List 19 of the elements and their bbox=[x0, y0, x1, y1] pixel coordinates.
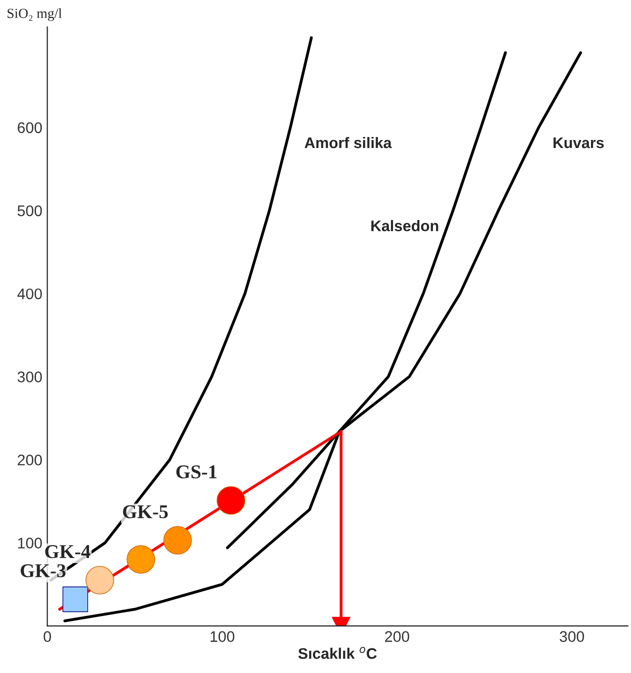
x-tick-label: 100 bbox=[210, 631, 234, 642]
x-tick-label: 300 bbox=[560, 631, 584, 642]
annotation: GK-5 bbox=[122, 505, 168, 518]
annotation: GS-1 bbox=[176, 465, 216, 478]
y-tick-label: 100 bbox=[18, 538, 42, 548]
x-tick-label: 0 bbox=[44, 631, 51, 642]
x-axis-title: Sıcaklık $^{o}$C bbox=[298, 646, 377, 659]
series-label: Amorf silika bbox=[304, 136, 392, 148]
annotation: GK-4 bbox=[45, 545, 90, 558]
series-label: Kalsedon bbox=[371, 220, 438, 232]
y-tick-label: 200 bbox=[18, 454, 42, 466]
series-label: Kuvars bbox=[554, 138, 604, 148]
y-tick-label: 400 bbox=[17, 288, 42, 300]
x-tick-label: 200 bbox=[385, 631, 410, 642]
y-tick-label: 500 bbox=[18, 205, 42, 216]
y-axis-title: SiO₂ mg/l bbox=[8, 8, 62, 21]
y-tick-label: 600 bbox=[18, 122, 42, 134]
y-tick-label: 300 bbox=[18, 372, 42, 382]
annotation: GK-3 bbox=[20, 564, 66, 578]
